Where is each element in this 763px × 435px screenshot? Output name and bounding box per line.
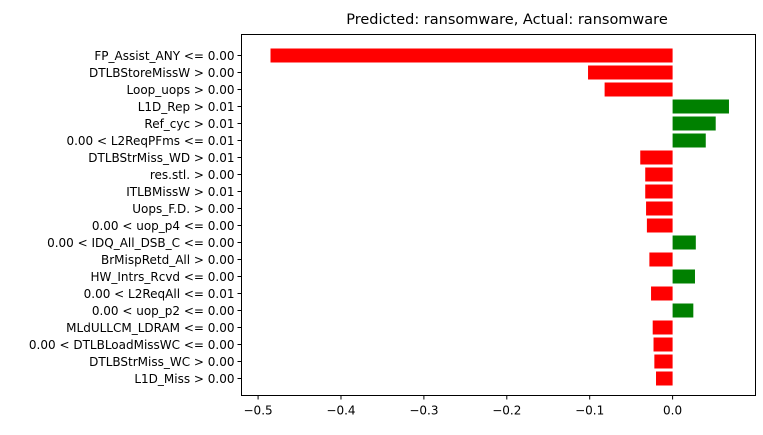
x-tick-label: −0.5 <box>244 404 273 418</box>
bar <box>645 167 673 182</box>
plot-frame <box>241 34 756 396</box>
bar <box>672 303 694 318</box>
bar <box>654 354 673 369</box>
bar <box>656 371 673 386</box>
y-tick-label: DTLBStoreMissW > 0.00 <box>89 66 234 80</box>
bar <box>646 218 673 233</box>
x-tick-label: −0.1 <box>575 404 604 418</box>
bar <box>652 320 673 335</box>
y-tick-label: res.stl. > 0.00 <box>150 168 235 182</box>
bar <box>672 269 695 284</box>
y-tick-label: L1D_Rep > 0.01 <box>138 100 235 114</box>
x-axis: −0.5 −0.4 −0.3 −0.2 −0.1 0.0 <box>244 395 682 418</box>
y-tick-label: 0.00 < IDQ_All_DSB_C <= 0.00 <box>47 236 234 250</box>
x-tick-label: −0.3 <box>409 404 438 418</box>
y-tick-label: 0.00 < L2ReqPFms <= 0.01 <box>66 134 234 148</box>
bar <box>672 133 706 148</box>
bar <box>672 116 716 131</box>
y-tick-label: ITLBMissW > 0.01 <box>126 185 234 199</box>
bar <box>653 337 673 352</box>
y-tick-label: BrMispRetd_All > 0.00 <box>101 253 235 267</box>
y-tick-labels: FP_Assist_ANY <= 0.00 DTLBStoreMissW > 0.… <box>29 49 242 386</box>
y-tick-label: 0.00 < L2ReqAll <= 0.01 <box>84 287 235 301</box>
y-tick-label: HW_Intrs_Rcvd <= 0.00 <box>90 270 234 284</box>
x-tick-label: −0.2 <box>492 404 521 418</box>
y-tick-label: Loop_uops > 0.00 <box>127 83 235 97</box>
chart-title: Predicted: ransomware, Actual: ransomwar… <box>346 12 668 28</box>
y-tick-label: 0.00 < uop_p4 <= 0.00 <box>92 219 235 233</box>
x-tick-label: 0.0 <box>663 404 682 418</box>
bar <box>651 286 673 301</box>
bar <box>646 201 673 216</box>
bar <box>672 235 696 250</box>
bar <box>645 184 673 199</box>
y-tick-label: 0.00 < uop_p2 <= 0.00 <box>92 304 235 318</box>
bar <box>588 65 673 80</box>
y-tick-label: DTLBStrMiss_WC > 0.00 <box>89 355 234 369</box>
y-tick-label: MLdULLCM_LDRAM <= 0.00 <box>66 321 234 335</box>
y-tick-label: Uops_F.D. > 0.00 <box>132 202 234 216</box>
y-tick-label: L1D_Miss > 0.00 <box>134 372 234 386</box>
y-tick-label: 0.00 < DTLBLoadMissWC <= 0.00 <box>29 338 235 352</box>
x-tick-label: −0.4 <box>326 404 355 418</box>
bar <box>649 252 673 267</box>
y-tick-label: DTLBStrMiss_WD > 0.01 <box>88 151 234 165</box>
bar <box>604 82 673 97</box>
y-tick-label: FP_Assist_ANY <= 0.00 <box>94 49 234 63</box>
y-tick-label: Ref_cyc > 0.01 <box>144 117 234 131</box>
bar <box>672 99 729 114</box>
bars-group <box>270 48 729 386</box>
bar <box>640 150 673 165</box>
bar <box>270 48 673 63</box>
